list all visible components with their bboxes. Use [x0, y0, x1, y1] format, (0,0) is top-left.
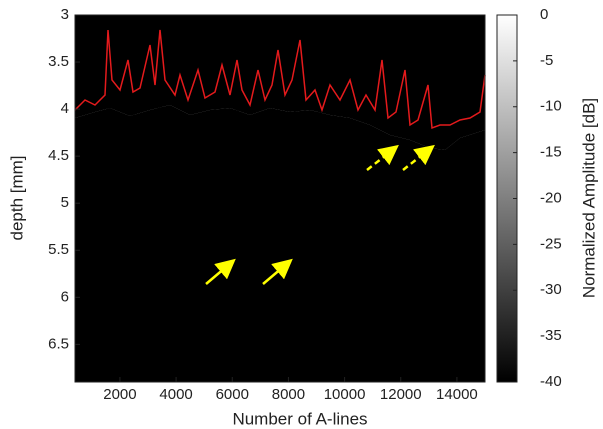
x-tick-label: 12000 — [380, 386, 422, 403]
colorbar-tick-label: 0 — [540, 6, 548, 23]
x-axis-label: Number of A-lines — [232, 409, 367, 428]
x-tick-label: 10000 — [324, 386, 366, 403]
x-tick-label: 14000 — [436, 386, 478, 403]
x-tick-label: 6000 — [216, 386, 249, 403]
colorbar-tick-label: -30 — [540, 281, 562, 298]
y-tick-label: 5 — [61, 194, 69, 211]
colorbar-tick-label: -10 — [540, 98, 562, 115]
y-tick-label: 4 — [61, 100, 69, 117]
y-tick-label: 4.5 — [48, 147, 69, 164]
image — [74, 15, 486, 382]
colorbar-tick-label: -40 — [540, 373, 562, 390]
x-tick-label: 4000 — [159, 386, 192, 403]
colorbar-tick-label: -35 — [540, 327, 562, 344]
plot-frame — [74, 14, 486, 383]
y-tick-label: 5.5 — [48, 241, 69, 258]
x-tick-label: 8000 — [272, 386, 305, 403]
colorbar-tick-label: -15 — [540, 144, 562, 161]
colorbar-tick-label: -5 — [540, 52, 553, 69]
y-axis-label: depth [mm] — [7, 155, 26, 240]
colorbar-tick-label: -25 — [540, 235, 562, 252]
y-tick-label: 6 — [61, 288, 69, 305]
y-tick-label: 6.5 — [48, 335, 69, 352]
colorbar-tick-label: -20 — [540, 189, 562, 206]
x-tick-label: 2000 — [103, 386, 136, 403]
y-tick-label: 3.5 — [48, 53, 69, 70]
y-tick-label: 3 — [61, 6, 69, 23]
colorbar-label: Normalized Amplitude [dB] — [579, 98, 598, 298]
